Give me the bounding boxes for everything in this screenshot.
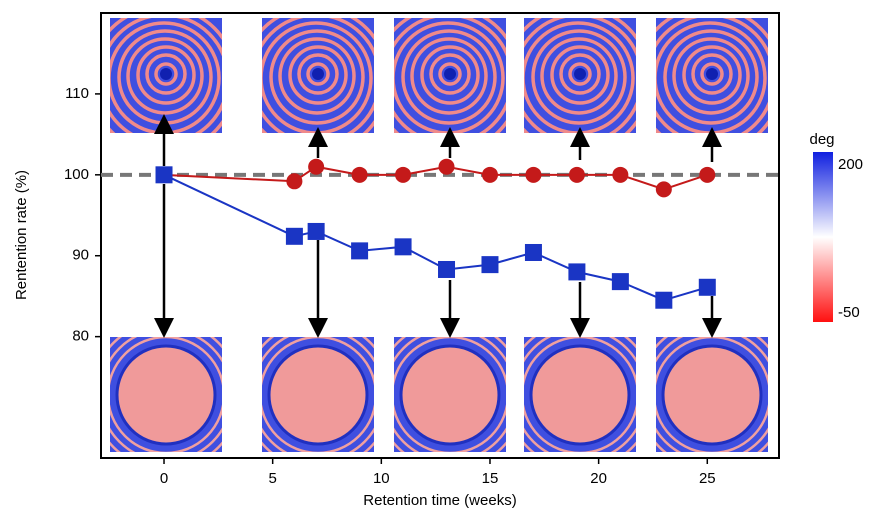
y-tick-label: 100 [64, 166, 89, 183]
marker [155, 166, 173, 184]
marker [438, 158, 455, 175]
colorbar [813, 152, 833, 322]
x-tick-label: 10 [373, 470, 390, 487]
y-axis-label: Rentention rate (%) [13, 170, 30, 300]
x-axis-label: Retention time (weeks) [363, 492, 516, 509]
colorbar-label: deg [809, 131, 834, 148]
marker [481, 166, 498, 183]
marker [395, 166, 412, 183]
micrographs [110, 18, 768, 452]
marker [307, 222, 325, 240]
marker [568, 166, 585, 183]
marker [351, 242, 369, 260]
marker [438, 260, 456, 278]
marker [524, 243, 542, 261]
x-tick-label: 5 [269, 470, 277, 487]
marker [699, 166, 716, 183]
marker [286, 173, 303, 190]
colorbar-tick-label: 200 [838, 156, 863, 173]
y-tick-label: 110 [65, 85, 89, 102]
y-tick-label: 90 [72, 247, 89, 264]
marker [308, 158, 325, 175]
marker [285, 227, 303, 245]
marker [612, 166, 629, 183]
marker [655, 181, 672, 198]
marker [698, 278, 716, 296]
plot-frame [100, 12, 780, 459]
marker [525, 166, 542, 183]
marker [394, 238, 412, 256]
y-tick-label: 80 [72, 328, 89, 345]
marker [351, 166, 368, 183]
x-tick-label: 15 [482, 470, 499, 487]
marker [655, 291, 673, 309]
x-tick-label: 0 [160, 470, 168, 487]
x-tick-label: 20 [590, 470, 607, 487]
colorbar-tick-label: -50 [838, 304, 860, 321]
marker [481, 256, 499, 274]
x-tick-label: 25 [699, 470, 716, 487]
marker [568, 263, 586, 281]
marker [611, 273, 629, 291]
arrows [154, 114, 722, 338]
